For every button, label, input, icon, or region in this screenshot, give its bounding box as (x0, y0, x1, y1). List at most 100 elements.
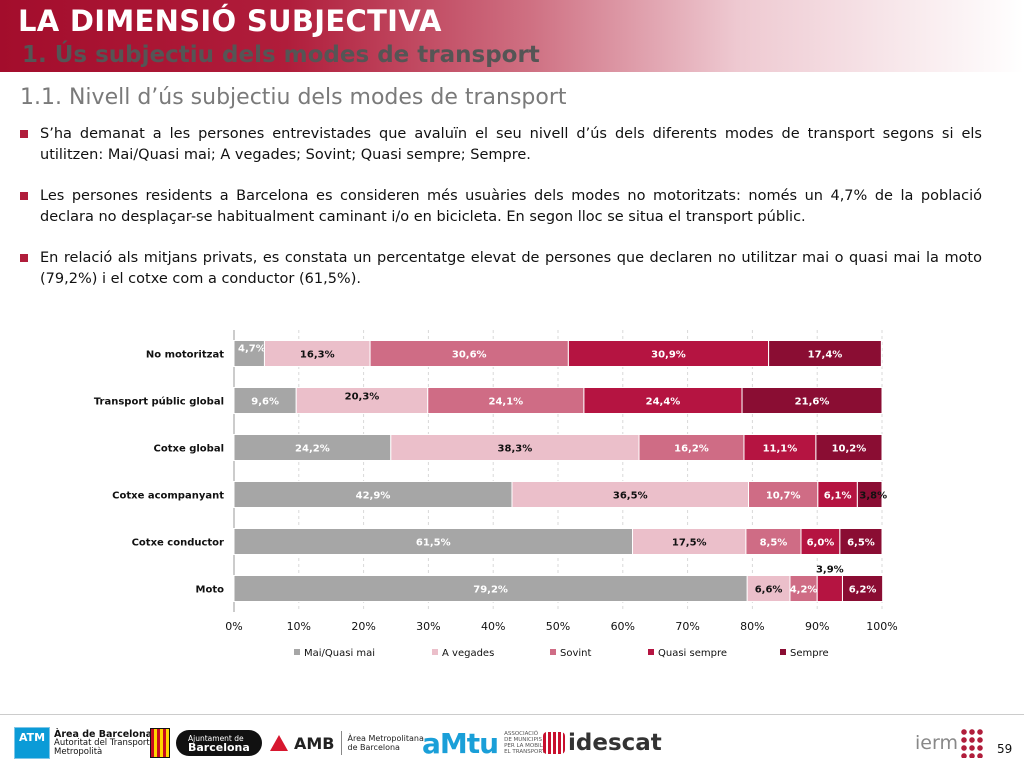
data-label: 8,5% (760, 538, 788, 549)
bullet-item: Les persones residents a Barcelona es co… (20, 186, 982, 228)
data-label: 36,5% (613, 491, 648, 502)
data-label: 16,2% (674, 444, 709, 455)
data-label: 6,6% (755, 585, 783, 596)
iermb-dots-icon (959, 728, 984, 758)
bar-segment (233, 481, 513, 508)
idescat-logo-name: idescat (568, 730, 662, 756)
data-label: 3,9% (816, 565, 844, 576)
bar-segment (748, 481, 819, 508)
page-number: 59 (997, 742, 1013, 756)
amb-logo-line: de Barcelona (347, 743, 400, 752)
bar-segment (746, 575, 791, 602)
x-tick-label: 0% (225, 620, 242, 633)
bar-segment (390, 434, 640, 461)
bar-segment (817, 481, 858, 508)
x-tick-label: 30% (416, 620, 440, 633)
data-label: 16,3% (300, 350, 335, 361)
bar-segment (567, 340, 770, 367)
atm-logo-line: Autoritat del Transport (54, 737, 150, 748)
amb-logo: AMB Àrea Metropolitana de Barcelona (270, 722, 424, 764)
data-label: 10,2% (832, 444, 867, 455)
section-title: 1.1. Nivell d’ús subjectiu dels modes de… (20, 85, 567, 110)
stacked-bar-chart: 0% 10% 20% 30% 40% 50% 60% 70% 80% 90% 100% No moto… (80, 322, 950, 672)
legend-swatch (648, 649, 654, 655)
legend-label: Sovint (560, 648, 592, 659)
data-label: 24,1% (488, 397, 523, 408)
category-label: No motoritzat (146, 350, 224, 361)
data-label: 6,0% (807, 538, 835, 549)
barcelona-shield-icon (150, 728, 170, 758)
bar-segment (816, 575, 843, 602)
atm-logo-line: Àrea de Barcelona (54, 728, 153, 740)
bullet-list: S’ha demanat a les persones entrevistade… (20, 124, 982, 310)
data-label: 9,6% (251, 397, 279, 408)
ajuntament-logo-line: Barcelona (188, 741, 250, 754)
bar-segment (768, 340, 882, 367)
legend-swatch (294, 649, 300, 655)
legend-swatch (780, 649, 786, 655)
data-label: 6,1% (824, 491, 852, 502)
chart-canvas: 0% 10% 20% 30% 40% 50% 60% 70% 80% 90% 100% No moto… (94, 330, 898, 659)
bar-segment (427, 387, 585, 414)
bar-segment (233, 528, 634, 555)
data-label: 6,2% (849, 585, 877, 596)
atm-logo: ATM Àrea de Barcelona Autoritat del Tran… (14, 722, 152, 764)
amtu-logo-line: DE MUNICIPIS (504, 737, 542, 743)
bar-segment (263, 340, 371, 367)
atm-logo-text: Àrea de Barcelona Autoritat del Transpor… (54, 728, 153, 757)
bullet-square-icon (20, 192, 28, 200)
data-label: 10,7% (766, 491, 801, 502)
x-tick-label: 50% (546, 620, 570, 633)
data-label: 61,5% (416, 538, 451, 549)
amb-logo-line: Àrea Metropolitana (347, 734, 424, 743)
legend-label: Mai/Quasi mai (304, 648, 375, 659)
category-label: Transport públic global (94, 396, 224, 408)
data-label: 21,6% (795, 397, 830, 408)
amtu-logo-line: ASSOCIACIÓ (504, 731, 539, 737)
bullet-square-icon (20, 254, 28, 262)
ajuntament-logo-text: Ajuntament de Barcelona (176, 730, 262, 756)
bar-segment (743, 434, 817, 461)
bar-segment (841, 575, 884, 602)
slide-subtitle: 1. Ús subjectiu dels modes de transport (22, 42, 540, 68)
data-label: 17,4% (808, 350, 843, 361)
amtu-logo-text: ASSOCIACIÓ DE MUNICIPIS PER LA MOBILITAT… (504, 731, 562, 755)
bar-segment (511, 481, 750, 508)
idescat-logo: idescat (543, 722, 662, 764)
bar-segment (815, 434, 883, 461)
bar-segment (632, 528, 747, 555)
bullet-square-icon (20, 130, 28, 138)
x-tick-label: 80% (740, 620, 764, 633)
bar-segment (789, 575, 818, 602)
data-label: 24,4% (646, 397, 681, 408)
legend-label: Quasi sempre (658, 648, 727, 659)
bar-segment (745, 528, 802, 555)
bar-segment (741, 387, 883, 414)
bullet-item: En relació als mitjans privats, es const… (20, 248, 982, 290)
iermb-logo: ierm (915, 722, 984, 764)
x-tick-label: 70% (675, 620, 699, 633)
amb-logo-name: AMB (294, 733, 335, 753)
legend-swatch (432, 649, 438, 655)
ajuntament-barcelona-logo: Ajuntament de Barcelona (150, 722, 262, 764)
amtu-logo-line: PER LA MOBILITAT I (504, 743, 558, 749)
amb-logo-divider (340, 731, 342, 755)
data-label: 4,2% (790, 585, 818, 596)
data-label: 30,6% (452, 350, 487, 361)
iermb-logo-name: ierm (915, 732, 958, 754)
amtu-logo: aMtu ASSOCIACIÓ DE MUNICIPIS PER LA MOBI… (422, 722, 562, 764)
x-tick-label: 90% (805, 620, 829, 633)
data-label: 79,2% (473, 585, 508, 596)
amb-logo-text: Àrea Metropolitana de Barcelona (348, 734, 424, 752)
category-label: Cotxe global (154, 444, 225, 455)
data-label: 24,2% (295, 444, 330, 455)
legend-label: A vegades (442, 648, 494, 659)
data-label: 11,1% (763, 444, 798, 455)
atm-logo-line: Metropolità (54, 746, 103, 757)
data-label: 30,9% (651, 350, 686, 361)
category-label: Cotxe acompanyant (112, 491, 224, 502)
bullet-item: S’ha demanat a les persones entrevistade… (20, 124, 982, 166)
legend-label: Sempre (790, 648, 829, 659)
bar-segment (233, 387, 297, 414)
bullet-text: Les persones residents a Barcelona es co… (40, 188, 982, 225)
